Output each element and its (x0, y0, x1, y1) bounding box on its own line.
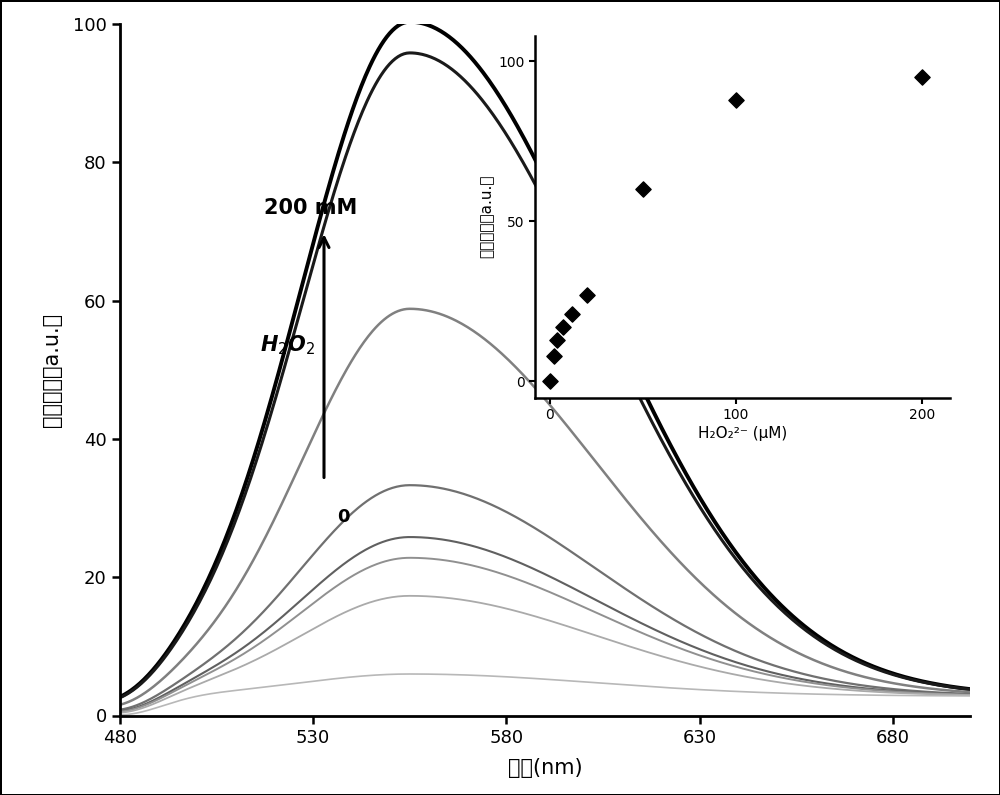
Point (914, 71, 930, 83)
Y-axis label: 荧光强度（a.u.）: 荧光强度（a.u.） (479, 175, 494, 258)
Text: 200 mM: 200 mM (264, 197, 358, 218)
Point (549, 334, 565, 347)
Text: H$_2$O$_2$: H$_2$O$_2$ (260, 334, 316, 357)
X-axis label: 波长(nm): 波长(nm) (508, 758, 582, 778)
Point (635, 183, 651, 196)
Point (564, 308, 580, 320)
Point (579, 289, 595, 301)
Point (546, 350, 562, 363)
Y-axis label: 荧光强度（a.u.）: 荧光强度（a.u.） (42, 312, 62, 427)
Point (555, 320, 571, 333)
Point (542, 375, 558, 388)
Text: 0: 0 (337, 508, 349, 526)
Point (728, 94, 744, 107)
X-axis label: H₂O₂²⁻ (μM): H₂O₂²⁻ (μM) (698, 426, 787, 441)
